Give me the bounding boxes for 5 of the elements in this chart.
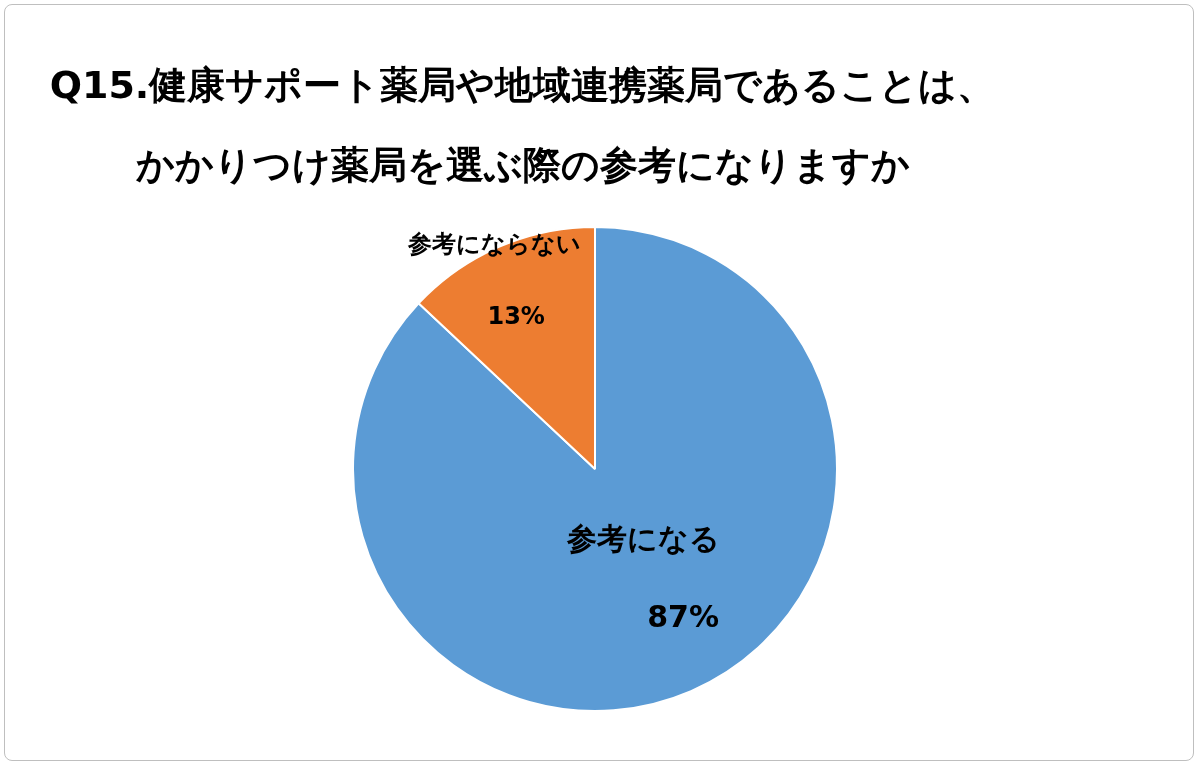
slice-label: 参考にならない: [406, 230, 581, 259]
slice-label: 参考になる: [565, 520, 720, 556]
data-label: 87%: [647, 598, 719, 634]
chart-title: Q15.健康サポート薬局や地域連携薬局であることは、かかりつけ薬局を選ぶ際の参考になりますか: [48, 62, 997, 189]
data-label: 13%: [487, 302, 545, 331]
